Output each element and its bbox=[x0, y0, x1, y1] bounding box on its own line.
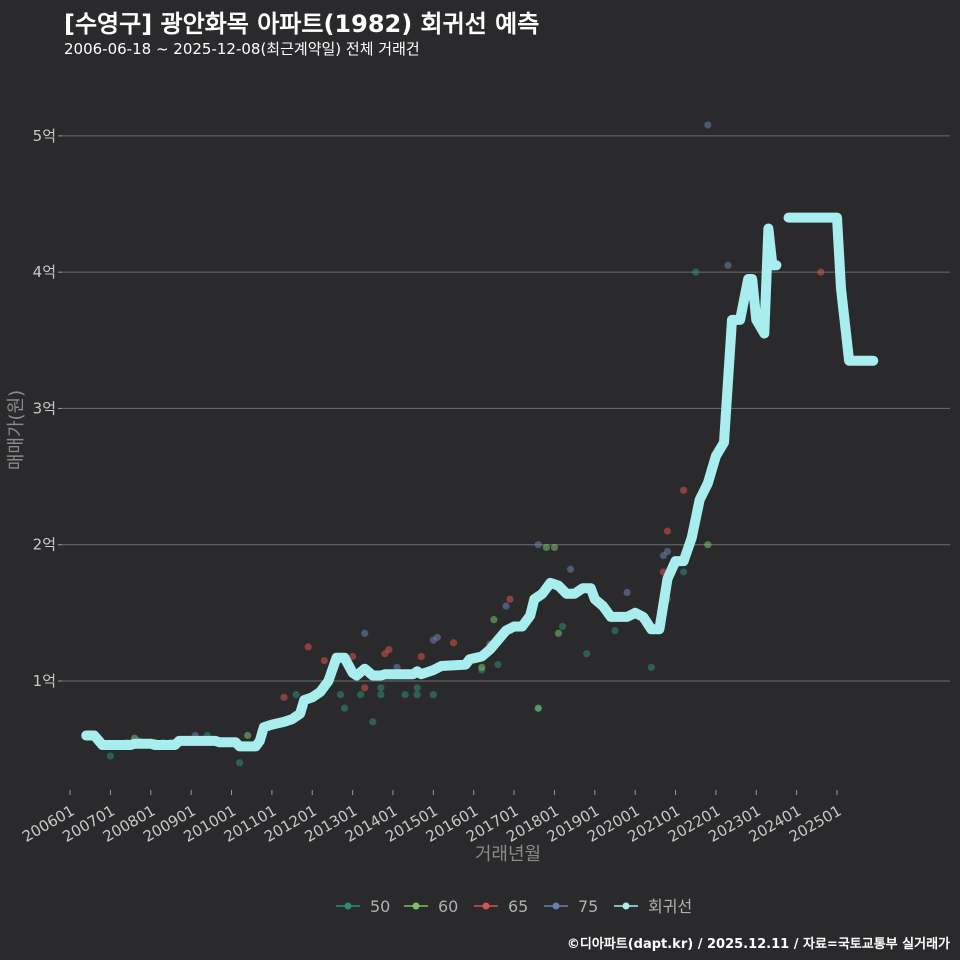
data-point-65 bbox=[361, 684, 369, 692]
y-tick-label: 5억 bbox=[33, 127, 56, 145]
data-point-65 bbox=[304, 643, 312, 651]
regression-line-segment bbox=[81, 223, 782, 752]
data-point-65 bbox=[680, 486, 688, 494]
data-point-50 bbox=[429, 691, 437, 699]
data-point-60 bbox=[244, 731, 252, 740]
data-point-65 bbox=[663, 527, 672, 535]
data-point-65 bbox=[349, 652, 357, 661]
data-point-60 bbox=[554, 629, 563, 637]
data-point-60 bbox=[534, 704, 542, 712]
legend-label: 65 bbox=[508, 897, 528, 916]
data-point-75 bbox=[361, 629, 369, 637]
data-point-65 bbox=[506, 595, 514, 603]
data-point-65 bbox=[320, 656, 328, 665]
legend-key-dot bbox=[482, 902, 490, 910]
data-point-50 bbox=[413, 684, 421, 692]
data-point-60 bbox=[490, 616, 498, 624]
regression-line-segment bbox=[783, 212, 879, 366]
data-point-50 bbox=[236, 759, 244, 767]
data-point-75 bbox=[502, 602, 510, 610]
y-tick-label: 4억 bbox=[33, 263, 56, 281]
data-point-50 bbox=[377, 691, 385, 699]
data-point-50 bbox=[680, 568, 688, 576]
data-point-50 bbox=[106, 752, 115, 760]
data-point-50 bbox=[292, 691, 300, 699]
data-point-60 bbox=[550, 543, 559, 552]
legend-key-dot bbox=[552, 902, 560, 910]
legend-label: 50 bbox=[370, 897, 390, 916]
legend-item-65[interactable]: 65 bbox=[474, 897, 528, 916]
data-point-50 bbox=[692, 268, 700, 276]
legend-key-dot bbox=[344, 902, 352, 910]
legend-item-60[interactable]: 60 bbox=[404, 897, 458, 916]
data-point-65 bbox=[280, 693, 288, 701]
legend-label: 75 bbox=[578, 897, 598, 916]
data-point-60 bbox=[478, 663, 486, 671]
grid-lines bbox=[62, 135, 950, 682]
chart-title: [수영구] 광안화목 아파트(1982) 회귀선 예측 bbox=[64, 10, 540, 38]
regression-line bbox=[81, 212, 879, 752]
data-point-65 bbox=[449, 639, 458, 647]
data-point-75 bbox=[704, 121, 712, 129]
data-point-65 bbox=[417, 652, 425, 661]
data-point-60 bbox=[542, 543, 550, 552]
data-point-75 bbox=[724, 261, 732, 269]
data-point-65 bbox=[385, 646, 393, 654]
legend-label: 회귀선 bbox=[648, 897, 692, 916]
legend-item-50[interactable]: 50 bbox=[336, 897, 390, 916]
data-point-75 bbox=[623, 588, 631, 597]
data-point-60 bbox=[704, 541, 712, 549]
y-tick-label: 1억 bbox=[33, 672, 56, 690]
y-tick-label: 2억 bbox=[33, 536, 56, 554]
data-point-50 bbox=[401, 691, 409, 699]
data-point-50 bbox=[558, 622, 567, 631]
y-axis-ticks: 1억 2억 3억 4억 5억 bbox=[33, 127, 62, 690]
data-point-50 bbox=[611, 626, 619, 635]
data-point-75 bbox=[433, 633, 441, 641]
data-point-75 bbox=[534, 541, 542, 549]
data-point-75 bbox=[393, 663, 401, 671]
data-point-50 bbox=[494, 661, 502, 669]
legend-label: 60 bbox=[438, 897, 458, 916]
data-point-50 bbox=[583, 650, 591, 658]
y-axis-label: 매매가(원) bbox=[6, 390, 27, 470]
chart-subtitle: 2006-06-18 ~ 2025-12-08(최근계약일) 전체 거래건 bbox=[64, 40, 420, 58]
legend-key-dot bbox=[622, 902, 630, 910]
legend-item-회귀선[interactable]: 회귀선 bbox=[614, 897, 692, 916]
y-tick-label: 3억 bbox=[33, 399, 56, 417]
data-point-50 bbox=[340, 704, 349, 712]
x-axis-label: 거래년월 bbox=[475, 844, 541, 865]
data-point-50 bbox=[413, 691, 421, 699]
data-point-50 bbox=[357, 691, 365, 699]
data-point-65 bbox=[817, 268, 825, 276]
legend-item-75[interactable]: 75 bbox=[544, 897, 598, 916]
x-axis-ticks: 2006012007012008012009012010012011012012… bbox=[19, 790, 845, 846]
data-point-50 bbox=[369, 718, 377, 726]
data-point-75 bbox=[663, 547, 672, 556]
legend[interactable]: 50 60 65 75 회귀선 bbox=[336, 897, 692, 916]
data-point-50 bbox=[336, 691, 345, 699]
data-point-50 bbox=[377, 684, 385, 692]
data-point-50 bbox=[647, 663, 655, 671]
legend-key-dot bbox=[412, 902, 420, 910]
credit-text: ©디아파트(dapt.kr) / 2025.12.11 / 자료=국토교통부 실… bbox=[566, 937, 950, 952]
data-point-75 bbox=[566, 565, 575, 573]
